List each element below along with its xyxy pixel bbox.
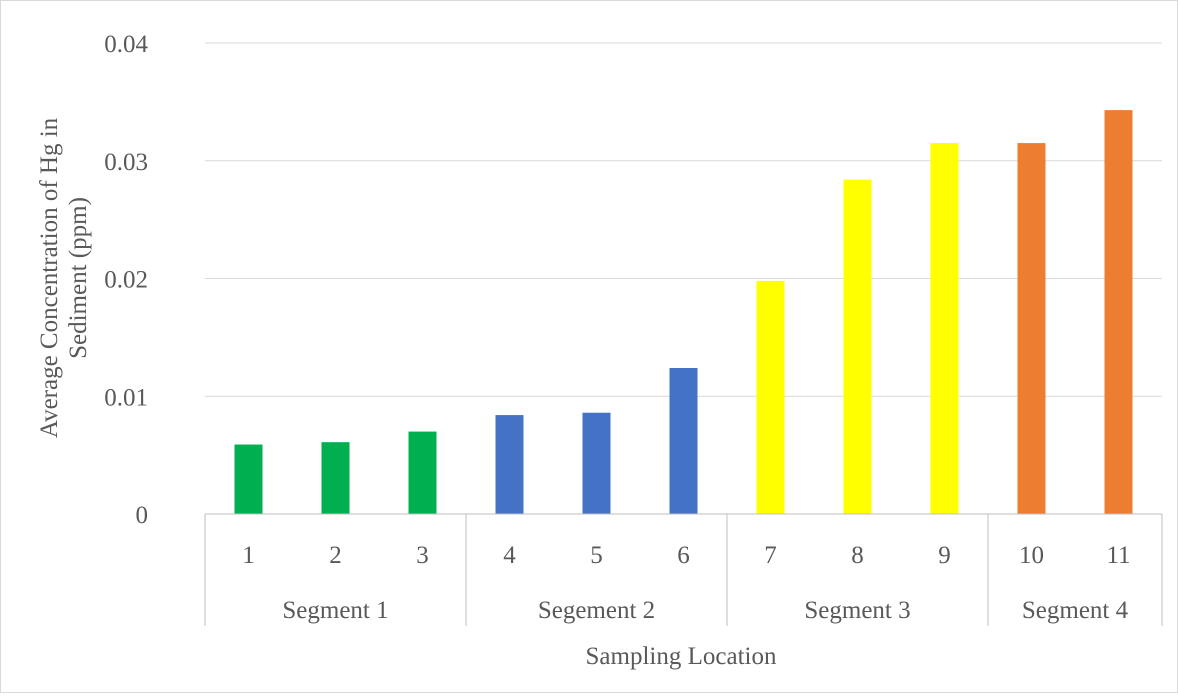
bar	[408, 431, 437, 514]
x-category-label: 1	[242, 542, 255, 569]
y-axis-title-line: Average Concentration of Hg in	[36, 117, 63, 438]
x-category-label: 10	[1019, 542, 1044, 569]
y-tick-label: 0.03	[104, 149, 148, 176]
y-tick-label: 0.02	[104, 267, 148, 294]
x-group-label: Segement 2	[538, 597, 655, 624]
bar	[930, 143, 959, 514]
bar	[843, 179, 872, 514]
x-group-label: Segment 1	[282, 597, 388, 624]
y-axis-title: Average Concentration of Hg in Sediment (…	[36, 117, 92, 438]
x-category-label: 2	[329, 542, 342, 569]
bar	[756, 280, 785, 514]
bar	[1017, 143, 1046, 514]
x-category-label: 3	[416, 542, 429, 569]
bar	[321, 442, 350, 514]
bar	[234, 444, 263, 514]
x-category-label: 8	[851, 542, 864, 569]
y-axis-tick-labels: 0 0.01 0.02 0.03 0.04	[104, 31, 148, 529]
x-axis-group-labels: Segment 1 Segement 2 Segment 3 Segment 4	[282, 597, 1128, 624]
y-axis-title-line: Sediment (ppm)	[65, 197, 92, 359]
x-category-label: 9	[938, 542, 951, 569]
y-tick-label: 0.01	[104, 384, 148, 411]
y-tick-label: 0	[136, 502, 149, 529]
x-category-label: 11	[1106, 542, 1130, 569]
bar	[582, 412, 611, 514]
x-group-label: Segment 3	[804, 597, 910, 624]
bar	[669, 367, 698, 514]
x-axis	[204, 513, 1163, 626]
bar	[495, 415, 524, 514]
x-axis-title: Sampling Location	[586, 643, 777, 670]
x-category-label: 7	[764, 542, 777, 569]
x-category-label: 6	[677, 542, 690, 569]
x-group-label: Segment 4	[1022, 597, 1129, 624]
bars	[234, 110, 1133, 515]
x-category-label: 5	[590, 542, 603, 569]
x-axis-category-labels: 1 2 3 4 5 6 7 8 9 10 11	[242, 542, 1130, 569]
bar	[1104, 110, 1133, 515]
x-category-label: 4	[503, 542, 516, 569]
y-tick-label: 0.04	[104, 31, 148, 58]
